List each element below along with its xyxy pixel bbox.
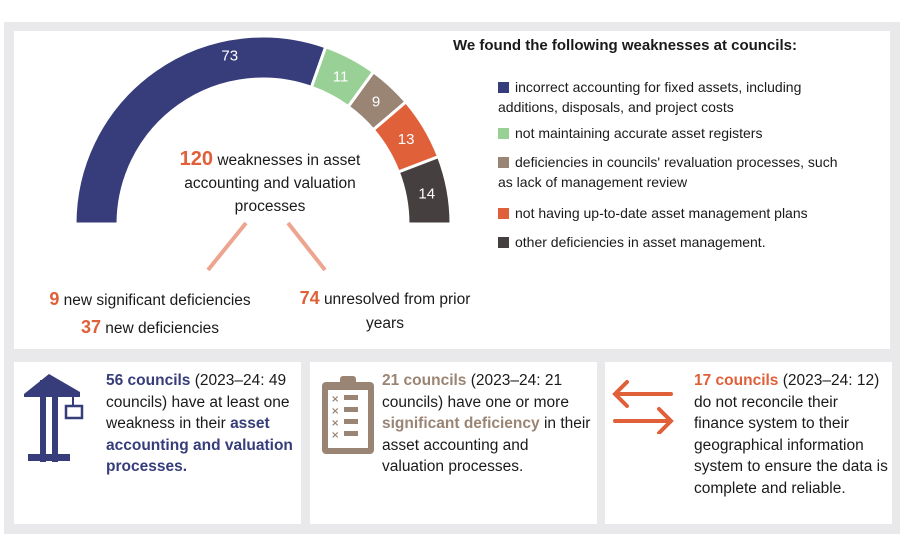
new-count: 37: [80, 317, 101, 337]
legend-swatch: [498, 208, 509, 219]
card-highlight: 21 councils: [382, 372, 467, 389]
card-highlight-2: significant deficiency: [382, 415, 540, 432]
unresolved-label: unresolved from prior years: [323, 291, 471, 332]
card-body: (2023–24: 49 councils) have at least one…: [106, 372, 290, 432]
total-number: 120: [179, 148, 214, 170]
clipboard-checklist-icon: ××××: [322, 376, 374, 454]
legend-label: not having up-to-date asset management p…: [515, 205, 808, 221]
card-text: 21 councils (2023–24: 21 councils) have …: [382, 370, 592, 478]
legend-label: not maintaining accurate asset registers: [515, 125, 763, 141]
card-highlight-2: asset accounting and valuation processes…: [106, 415, 293, 475]
gauge-segment-label: 14: [418, 186, 435, 203]
card-text: 56 councils (2023–24: 49 councils) have …: [106, 370, 296, 478]
new-deficiencies-summary: 9 new significant deficiencies 37 new de…: [20, 286, 280, 342]
total-weaknesses-summary: 120 weaknesses in asset accounting and v…: [160, 148, 380, 218]
significant-label: new significant deficiencies: [63, 292, 251, 309]
svg-text:×: ×: [331, 418, 339, 429]
two-way-arrows-icon: [612, 380, 674, 434]
card-highlight: 17 councils: [694, 372, 779, 389]
legend-item: not having up-to-date asset management p…: [498, 203, 838, 223]
unresolved-summary: 74 unresolved from prior years: [290, 286, 480, 336]
svg-text:×: ×: [331, 406, 339, 417]
legend-swatch: [498, 157, 509, 168]
gauge-segment-label: 11: [333, 69, 349, 86]
card-gis-reconciliation: 17 councils (2023–24: 12) do not reconci…: [605, 362, 892, 524]
legend-label: other deficiencies in asset management.: [515, 234, 766, 250]
connector-line-left: [206, 221, 248, 272]
connector-line-right: [286, 221, 327, 272]
significant-count: 9: [49, 289, 60, 309]
card-body-2: in their asset accounting and valuation …: [382, 415, 591, 475]
legend-swatch: [498, 237, 509, 248]
legend-item: deficiencies in councils' revaluation pr…: [498, 152, 838, 192]
gauge-segment-label: 73: [221, 47, 238, 64]
legend-swatch: [498, 82, 509, 93]
new-label: new deficiencies: [105, 320, 220, 337]
svg-text:×: ×: [331, 430, 339, 441]
unresolved-count: 74: [299, 288, 320, 308]
gauge-segment-label: 9: [372, 94, 380, 111]
crane-icon: [24, 374, 84, 462]
svg-text:×: ×: [331, 394, 339, 405]
card-text: 17 councils (2023–24: 12) do not reconci…: [694, 370, 889, 499]
card-significant-deficiency: × × × × 21 councils (2023–24: 21 councils) …: [310, 362, 597, 524]
weakness-gauge-chart: 73 11 9 13 14: [73, 34, 453, 272]
legend-swatch: [498, 128, 509, 139]
card-asset-weakness: 56 councils (2023–24: 49 councils) have …: [14, 362, 301, 524]
total-label: weaknesses in asset accounting and valua…: [184, 152, 361, 215]
card-highlight: 56 councils: [106, 372, 191, 389]
card-body: (2023–24: 12) do not reconcile their fin…: [694, 372, 888, 497]
legend-item: other deficiencies in asset management.: [498, 232, 838, 252]
legend-label: deficiencies in councils' revaluation pr…: [498, 154, 838, 190]
legend-item: not maintaining accurate asset registers: [498, 123, 838, 143]
gauge-segment: [396, 154, 453, 226]
card-body: (2023–24: 21 councils) have one or more: [382, 372, 569, 411]
legend-label: incorrect accounting for fixed assets, i…: [498, 79, 802, 115]
gauge-segment-label: 13: [398, 131, 415, 148]
legend-title: We found the following weaknesses at cou…: [453, 37, 797, 54]
legend-item: incorrect accounting for fixed assets, i…: [498, 77, 838, 117]
